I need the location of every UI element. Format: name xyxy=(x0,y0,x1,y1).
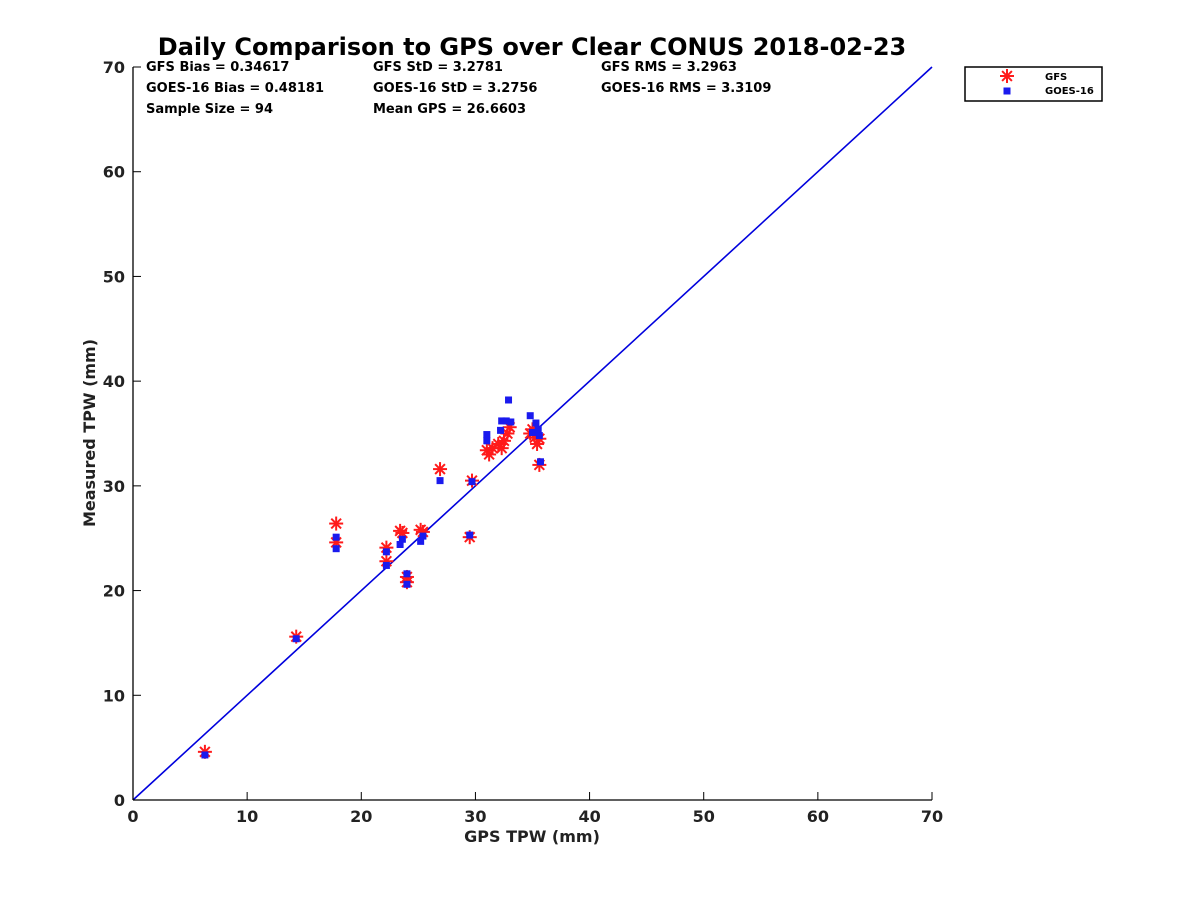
point-goes-16 xyxy=(468,478,476,486)
point-goes-16 xyxy=(526,412,534,420)
y-tick-label: 70 xyxy=(103,58,125,77)
x-tick-label: 60 xyxy=(807,807,829,826)
point-goes-16 xyxy=(417,537,425,545)
point-goes-16 xyxy=(498,417,506,425)
point-goes-16 xyxy=(382,561,390,569)
stats-annotation: GFS Bias = 0.34617 GFS StD = 3.2781 GFS RM… xyxy=(146,60,771,117)
point-goes-16 xyxy=(505,396,513,404)
point-goes-16 xyxy=(382,548,390,556)
point-goes-16 xyxy=(292,635,300,643)
point-goes-16 xyxy=(532,419,540,427)
x-tick-label: 40 xyxy=(578,807,600,826)
x-tick-label: 50 xyxy=(693,807,715,826)
point-goes-16 xyxy=(497,426,505,434)
axes: 0 10 20 30 40 50 60 70 0 10 20 30 40 50 60 70 xyxy=(103,58,943,826)
x-tick-label: 20 xyxy=(350,807,372,826)
point-goes-16 xyxy=(483,431,491,439)
chart-title: Daily Comparison to GPS over Clear CONUS… xyxy=(158,33,906,61)
legend-label-gfs: GFS xyxy=(1045,72,1067,83)
point-goes-16 xyxy=(201,751,209,759)
legend-goes16-marker xyxy=(1003,87,1011,95)
point-goes-16 xyxy=(398,535,406,543)
stat-text: GFS Bias = 0.34617 xyxy=(146,60,289,75)
point-goes-16 xyxy=(466,531,474,539)
y-tick-label: 30 xyxy=(103,477,125,496)
point-goes-16 xyxy=(529,428,536,436)
x-tick-label: 0 xyxy=(127,807,138,826)
point-goes-16 xyxy=(534,425,542,433)
y-tick-label: 60 xyxy=(103,163,125,182)
y-tick-label: 50 xyxy=(103,267,125,286)
point-goes-16 xyxy=(403,580,411,588)
stat-text: GOES-16 RMS = 3.3109 xyxy=(601,81,771,96)
point-goes-16 xyxy=(502,417,510,425)
point-goes-16 xyxy=(436,477,444,485)
y-tick-label: 40 xyxy=(103,372,125,391)
series-goes-16 xyxy=(201,396,544,759)
legend-box xyxy=(964,66,1103,102)
point-goes-16 xyxy=(535,432,543,440)
x-axis-title: GPS TPW (mm) xyxy=(464,827,600,846)
x-tick-label: 30 xyxy=(464,807,486,826)
stat-text: GFS RMS = 3.2963 xyxy=(601,60,737,75)
stat-text: GOES-16 StD = 3.2756 xyxy=(373,81,537,96)
x-tick-label: 70 xyxy=(921,807,943,826)
point-goes-16 xyxy=(507,418,515,426)
y-tick-label: 20 xyxy=(103,582,125,601)
y-axis-title: Measured TPW (mm) xyxy=(80,339,99,527)
point-goes-16 xyxy=(403,570,411,578)
stat-text: Sample Size = 94 xyxy=(146,102,273,117)
point-gfs xyxy=(329,516,344,531)
legend: GFS GOES-16 xyxy=(964,66,1103,102)
plot-area xyxy=(132,66,933,801)
legend-label-goes16: GOES-16 xyxy=(1045,86,1094,97)
point-goes-16 xyxy=(483,437,491,445)
point-goes-16 xyxy=(536,458,544,466)
y-tick-label: 0 xyxy=(114,791,125,810)
point-gfs xyxy=(433,462,448,477)
stat-text: GOES-16 Bias = 0.48181 xyxy=(146,81,324,96)
point-goes-16 xyxy=(396,540,404,548)
y-tick-label: 10 xyxy=(103,686,125,705)
legend-gfs-marker xyxy=(1000,69,1014,83)
x-tick-label: 10 xyxy=(236,807,258,826)
point-goes-16 xyxy=(332,545,340,553)
stat-text: GFS StD = 3.2781 xyxy=(373,60,503,75)
point-goes-16 xyxy=(419,532,427,540)
point-goes-16 xyxy=(332,533,340,541)
stat-text: Mean GPS = 26.6603 xyxy=(373,102,526,117)
